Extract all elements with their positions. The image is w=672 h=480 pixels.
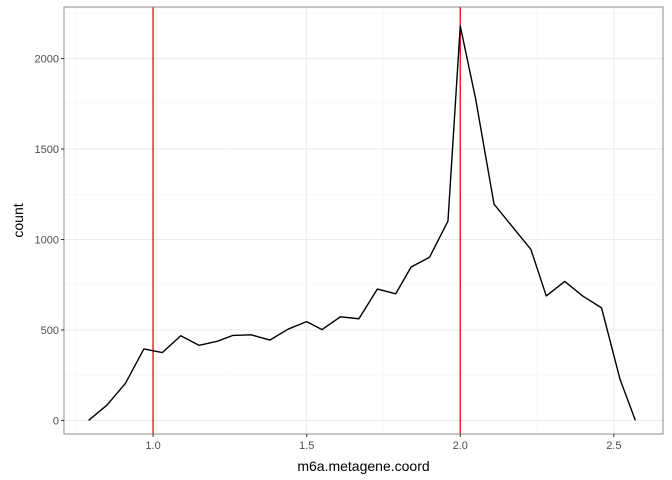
y-axis-title: count	[10, 203, 26, 237]
x-axis-title: m6a.metagene.coord	[297, 458, 429, 474]
series-lines	[88, 25, 637, 421]
panel-border	[63, 6, 664, 435]
y-tick-label: 500	[41, 325, 59, 337]
y-tick-label: 1500	[35, 144, 59, 156]
x-tick-label: 1.0	[145, 440, 160, 452]
minor-gridlines	[64, 7, 663, 434]
x-axis: 1.0 1.5 2.0 2.5	[145, 434, 621, 452]
x-tick-label: 1.5	[299, 440, 314, 452]
x-tick-label: 2.0	[453, 440, 468, 452]
y-tick-label: 1000	[35, 234, 59, 246]
y-axis: 0 500 1000 1500 2000	[35, 54, 64, 427]
reference-lines	[152, 7, 461, 434]
count-line	[88, 25, 637, 421]
y-tick-label: 2000	[35, 54, 59, 66]
y-tick-label: 0	[53, 415, 59, 427]
x-tick-label: 2.5	[606, 440, 621, 452]
